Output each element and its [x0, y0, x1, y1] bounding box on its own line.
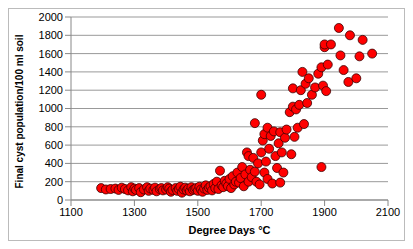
svg-text:400: 400 — [45, 157, 63, 169]
svg-text:1100: 1100 — [59, 206, 83, 218]
svg-text:1200: 1200 — [39, 84, 63, 96]
svg-text:1900: 1900 — [312, 206, 336, 218]
svg-text:1500: 1500 — [186, 206, 210, 218]
svg-text:Degree Days °C: Degree Days °C — [188, 224, 270, 236]
svg-text:0: 0 — [57, 194, 63, 206]
svg-text:1600: 1600 — [39, 48, 63, 60]
svg-text:1800: 1800 — [39, 29, 63, 41]
svg-text:2100: 2100 — [376, 206, 400, 218]
svg-text:600: 600 — [45, 139, 63, 151]
svg-text:2000: 2000 — [39, 11, 63, 23]
svg-text:800: 800 — [45, 121, 63, 133]
svg-text:1300: 1300 — [122, 206, 146, 218]
svg-text:1000: 1000 — [39, 102, 63, 114]
svg-text:1700: 1700 — [249, 206, 273, 218]
svg-text:1400: 1400 — [39, 66, 63, 78]
svg-text:200: 200 — [45, 176, 63, 188]
svg-text:Final cyst population/100 ml s: Final cyst population/100 ml soil — [14, 34, 25, 188]
